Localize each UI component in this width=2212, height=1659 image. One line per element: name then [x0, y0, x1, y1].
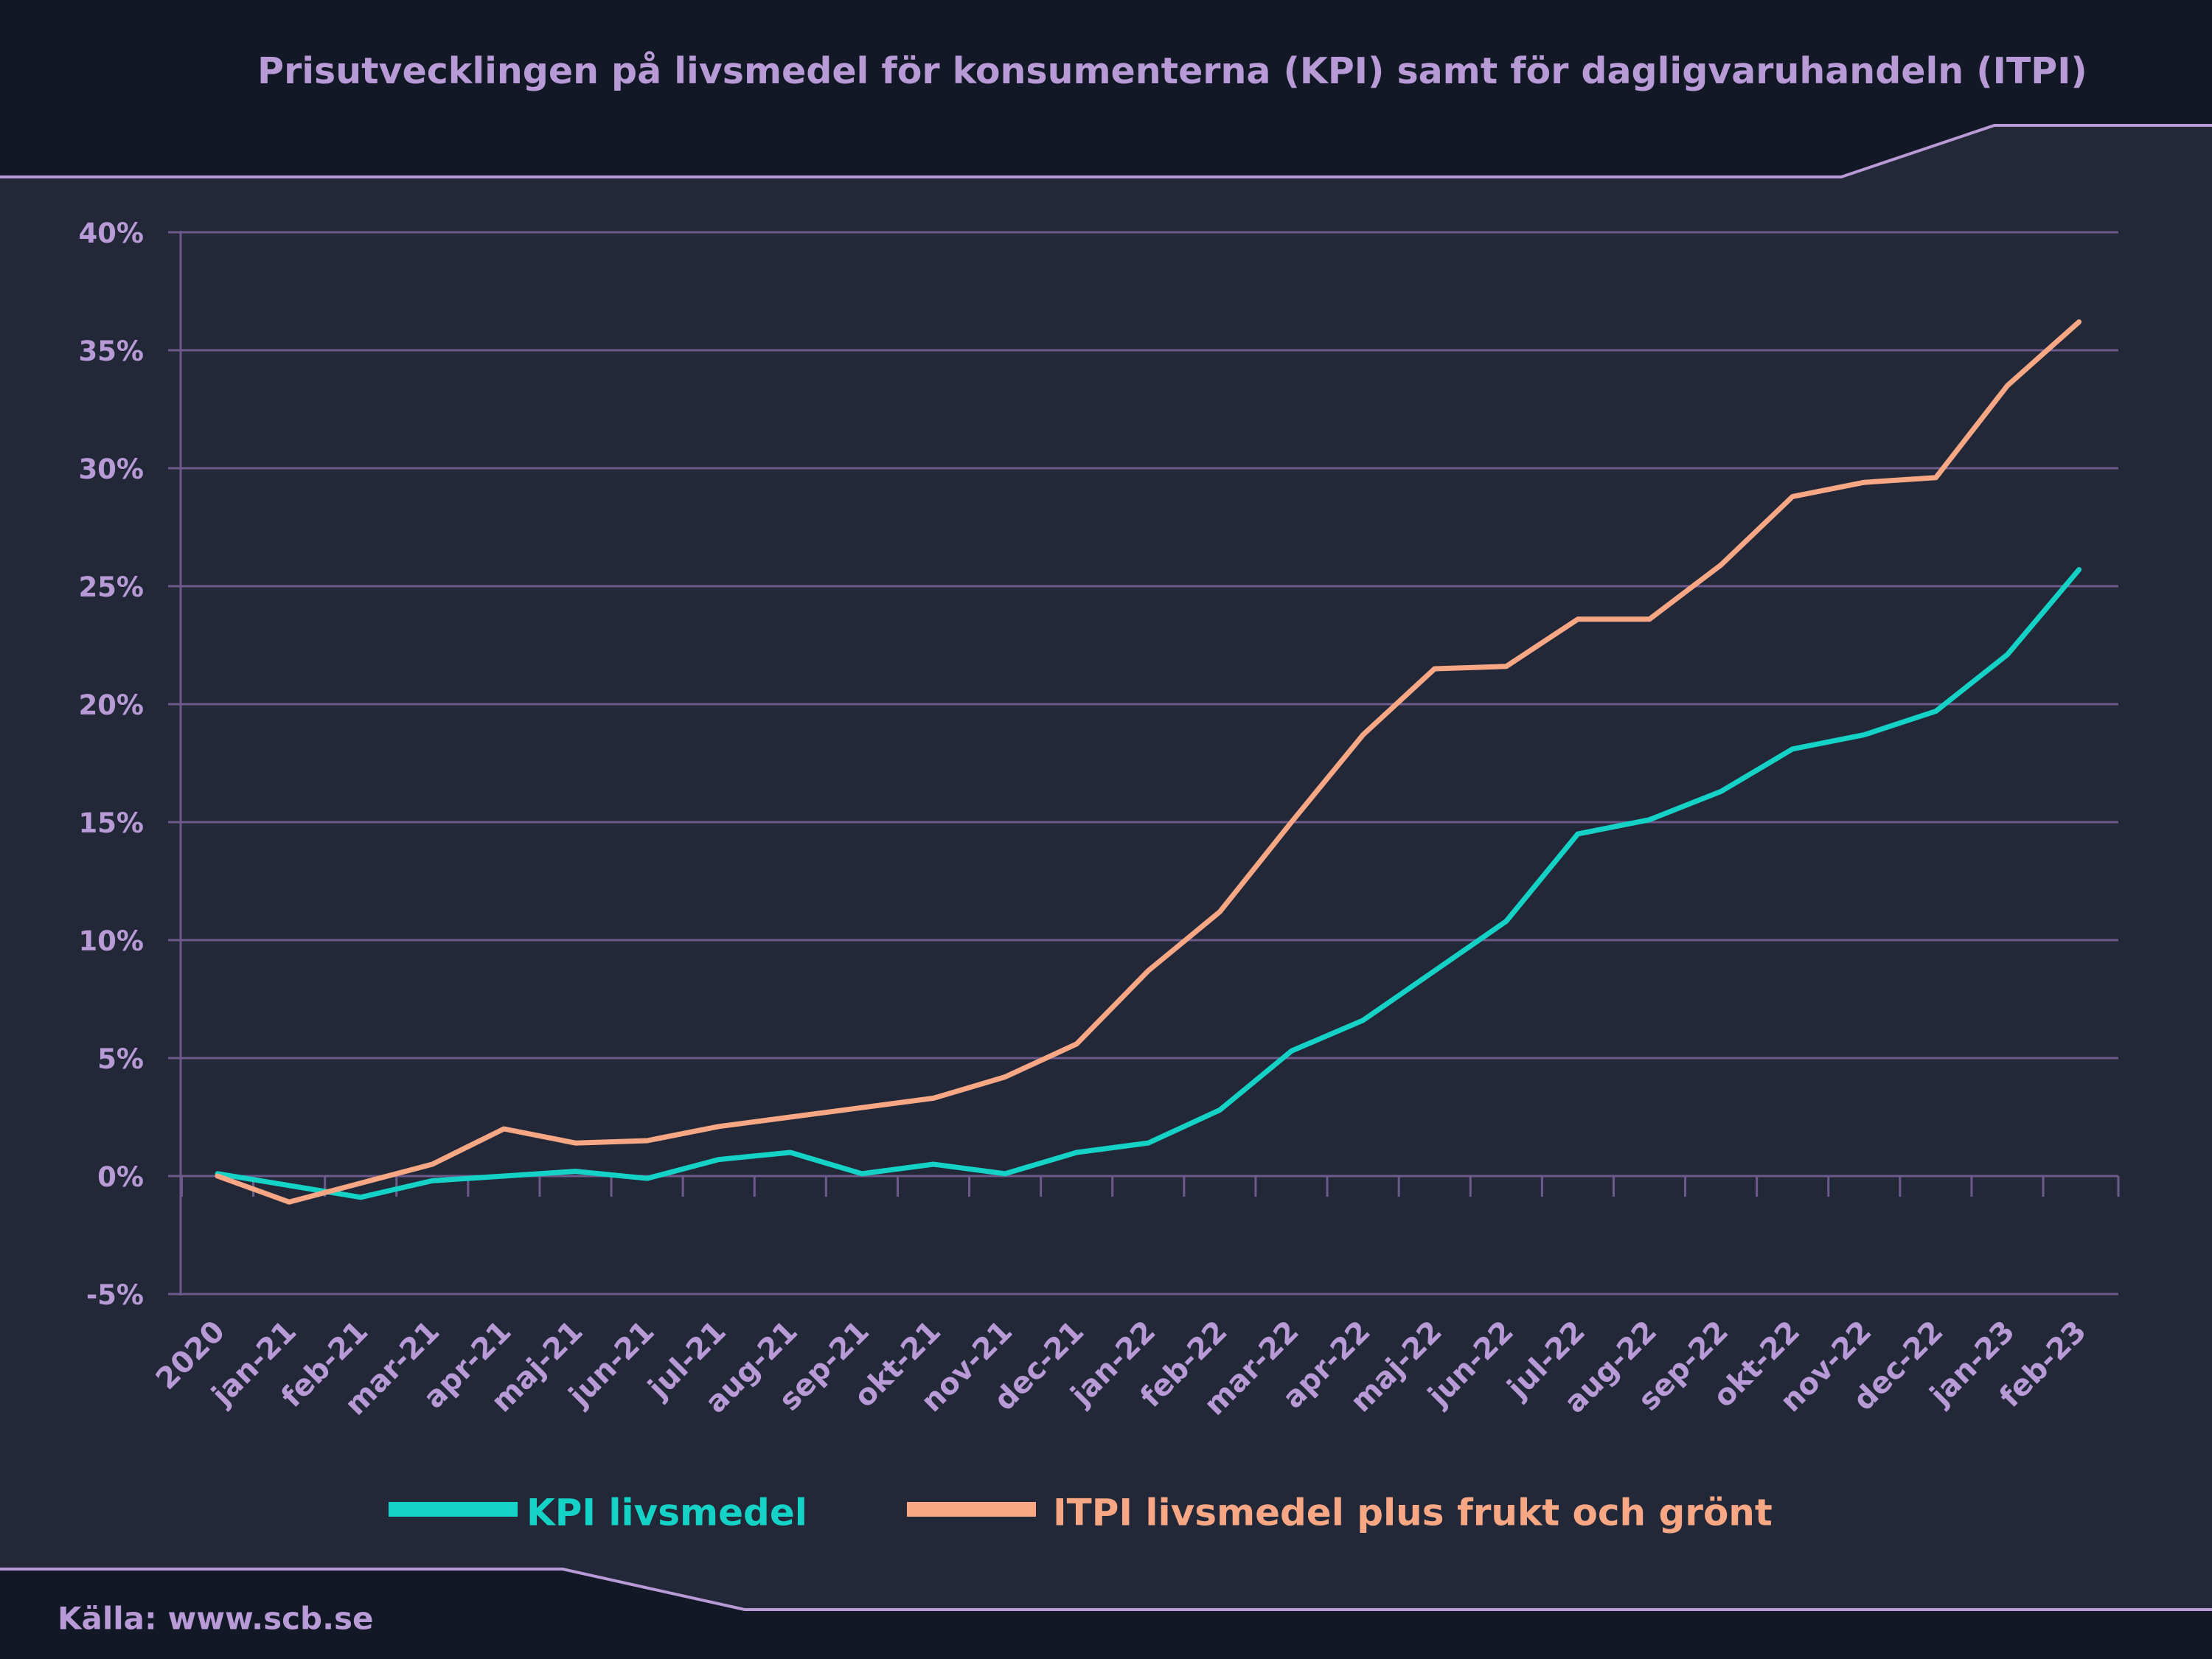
y-tick-label: 10% [78, 925, 144, 957]
y-tick-label: 15% [78, 807, 144, 839]
header-frame-line [0, 124, 2212, 178]
plot-area: -5%0%5%10%15%20%25%30%35%40%2020jan-21fe… [78, 218, 2120, 1422]
chart-title: Prisutvecklingen på livsmedel för konsum… [257, 50, 2087, 92]
series-line-kpi [215, 567, 2082, 1200]
y-tick-label: 30% [78, 453, 144, 485]
legend-label-itpi: ITPI livsmedel plus frukt och grönt [1053, 1492, 1773, 1534]
y-tick-label: 20% [78, 689, 144, 721]
source-credit: Källa: www.scb.se [58, 1601, 374, 1637]
y-tick-label: 0% [97, 1161, 144, 1193]
legend: KPI livsmedel ITPI livsmedel plus frukt … [389, 1492, 1773, 1534]
y-tick-label: 25% [78, 571, 144, 603]
y-tick-label: 40% [78, 218, 144, 249]
y-tick-label: -5% [86, 1279, 144, 1311]
y-tick-label: 35% [78, 335, 144, 367]
legend-label-kpi: KPI livsmedel [526, 1492, 807, 1534]
footer-band [0, 1569, 2212, 1659]
footer-frame-line [0, 1568, 2212, 1611]
header-band [0, 0, 2212, 177]
y-tick-label: 5% [97, 1043, 144, 1075]
series-line-itpi [215, 319, 2082, 1205]
